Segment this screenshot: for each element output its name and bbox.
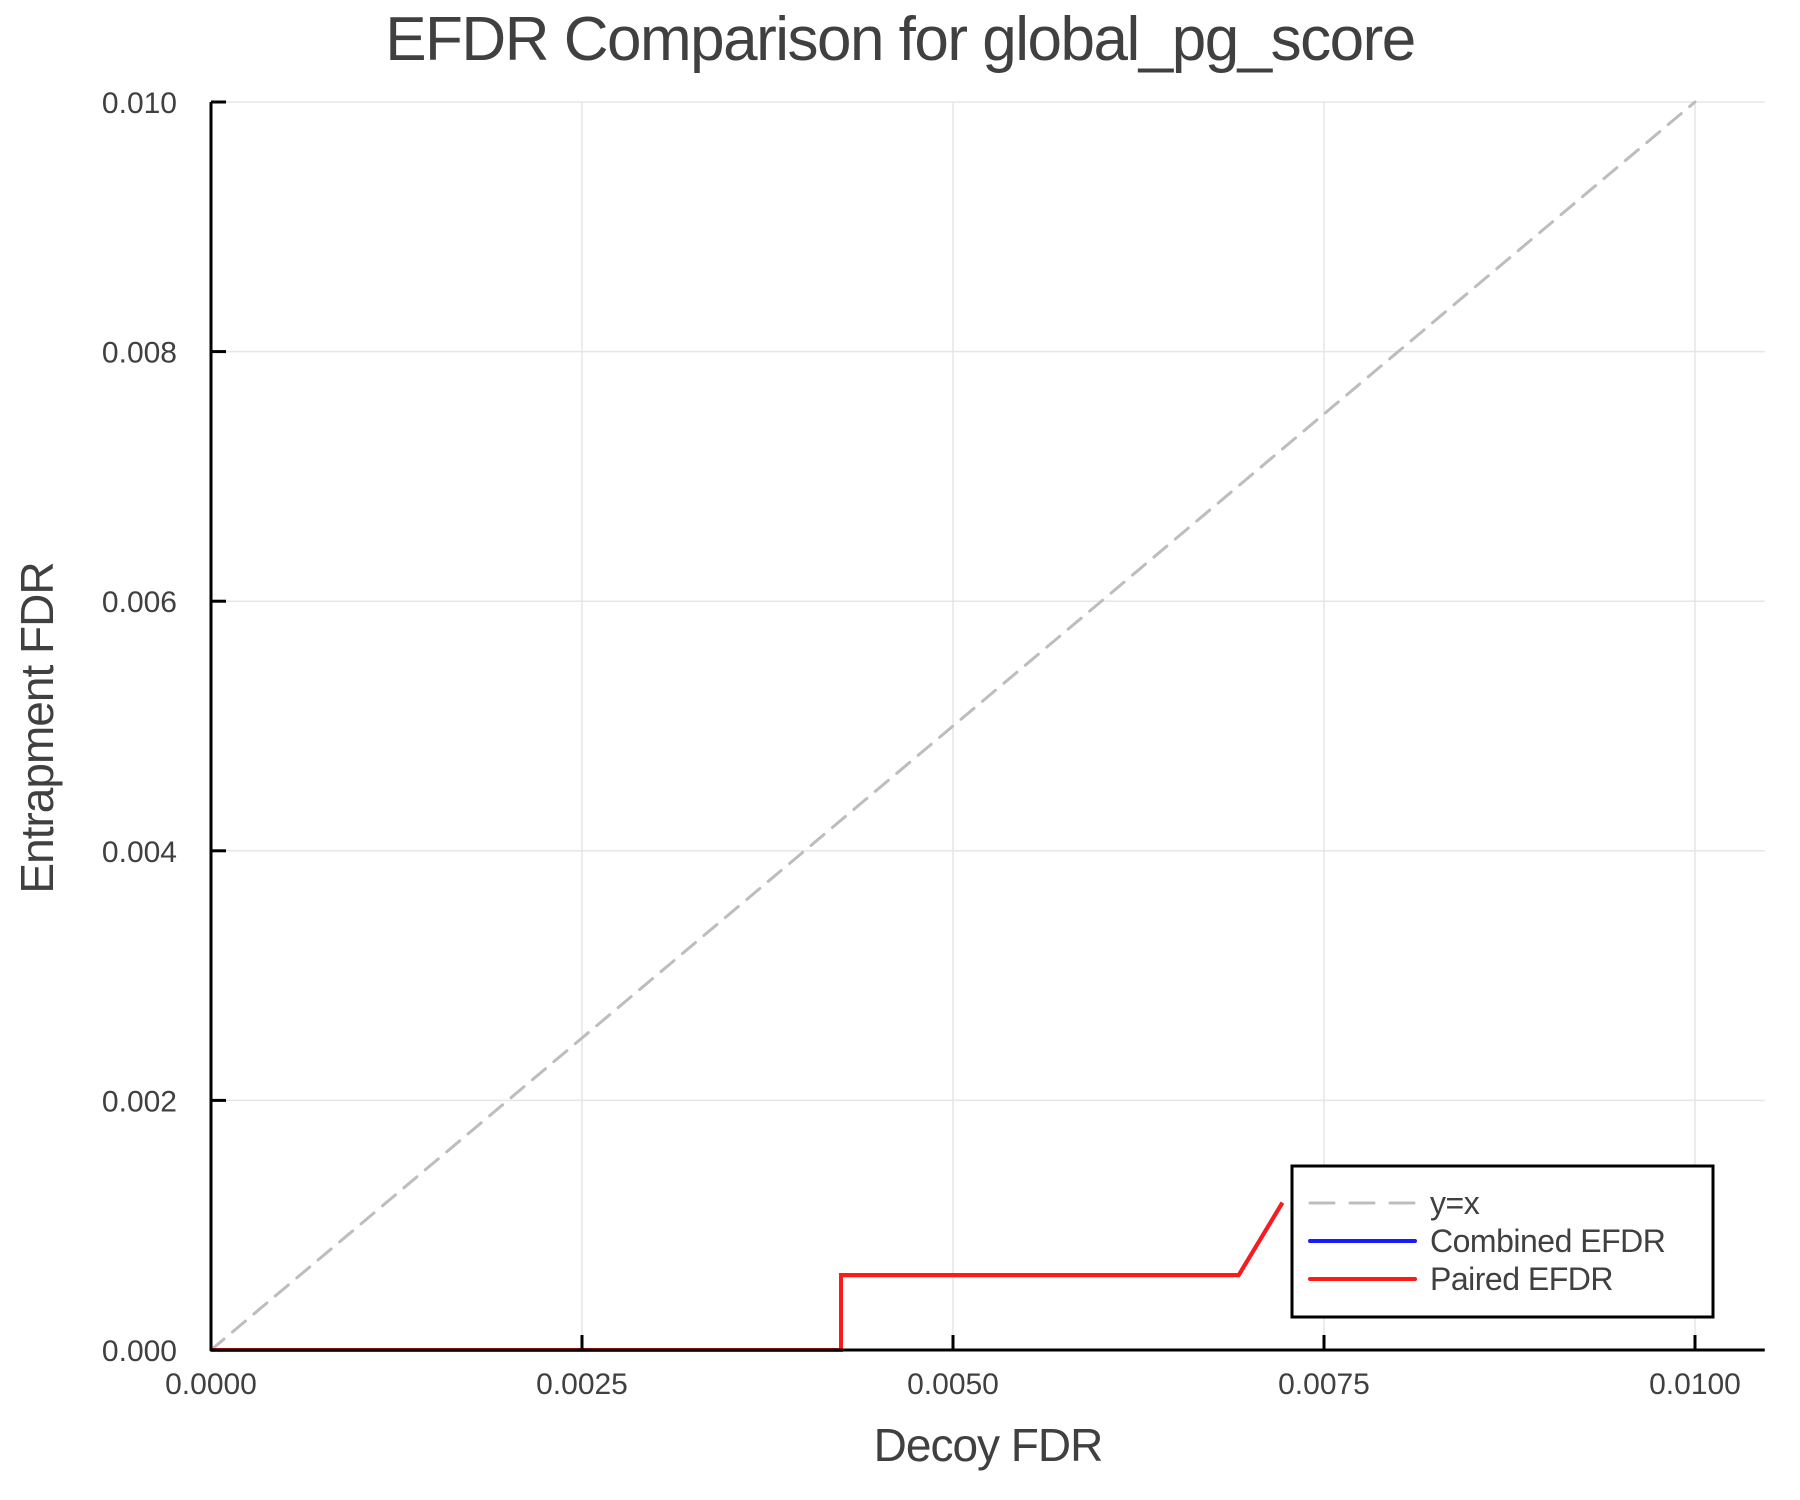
tick-labels: 0.0000 0.0025 0.0050 0.0075 0.0100 0.000 0.002…	[102, 87, 1741, 1401]
chart-title: EFDR Comparison for global_pg_score	[385, 5, 1416, 74]
legend-label: y=x	[1430, 1185, 1480, 1221]
y-tick-label: 0.010	[102, 87, 177, 120]
axes	[209, 100, 1765, 1352]
series-paired-efdr	[211, 1201, 1285, 1352]
y-tick-label: 0.000	[102, 1335, 177, 1368]
y-tick-label: 0.006	[102, 586, 177, 619]
y-tick-label: 0.008	[102, 337, 177, 370]
x-tick-label: 0.0000	[165, 1368, 257, 1401]
x-tick-label: 0.0050	[907, 1368, 999, 1401]
x-tick-label: 0.0075	[1278, 1368, 1370, 1401]
series-y-x	[209, 100, 1697, 1352]
legend-label: Combined EFDR	[1430, 1223, 1665, 1259]
x-tick-label: 0.0025	[536, 1368, 628, 1401]
y-tick-label: 0.002	[102, 1085, 177, 1118]
y-tick-label: 0.004	[102, 836, 177, 869]
x-axis-label: Decoy FDR	[873, 1419, 1104, 1471]
grid-lines	[210, 101, 1765, 1351]
legend-label: Paired EFDR	[1430, 1261, 1613, 1297]
x-tick-label: 0.0100	[1649, 1368, 1741, 1401]
